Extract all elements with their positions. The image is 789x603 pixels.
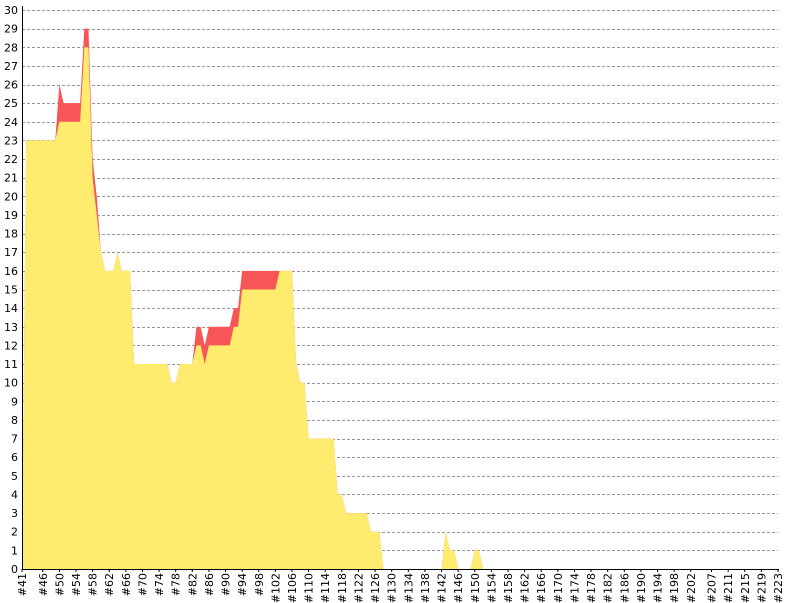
x-tick-label: #74 [153, 573, 166, 596]
y-tick-label: 28 [4, 41, 18, 54]
x-tick-label: #186 [618, 573, 631, 603]
x-tick-label: #134 [402, 573, 415, 603]
x-tick-label: #126 [369, 573, 382, 603]
y-tick-label: 5 [11, 470, 18, 483]
y-tick-label: 13 [4, 321, 18, 334]
x-tick-label: #86 [203, 573, 216, 596]
x-tick-label: #54 [70, 573, 83, 596]
y-tick-label: 12 [4, 339, 18, 352]
x-tick-label: #114 [319, 573, 332, 603]
y-tick-label: 8 [11, 414, 18, 427]
y-tick-label: 29 [4, 23, 18, 36]
y-tick-labels: 0123456789101112131415161718192021222324… [4, 4, 18, 576]
x-tick-label: #215 [739, 573, 752, 603]
x-tick-label: #174 [568, 573, 581, 603]
x-tick-label: #142 [436, 573, 449, 603]
x-tick-label: #94 [236, 573, 249, 596]
x-tick-label: #138 [419, 573, 432, 603]
y-tick-label: 18 [4, 228, 18, 241]
x-tick-label: #122 [352, 573, 365, 603]
x-tick-label: #154 [485, 573, 498, 603]
x-tick-label: #130 [386, 573, 399, 603]
y-tick-label: 21 [4, 172, 18, 185]
x-tick-label: #146 [452, 573, 465, 603]
y-tick-label: 20 [4, 190, 18, 203]
y-tick-label: 9 [11, 395, 18, 408]
y-tick-label: 4 [11, 488, 18, 501]
x-tick-label: #62 [103, 573, 116, 596]
y-tick-label: 10 [4, 377, 18, 390]
y-tick-label: 2 [11, 526, 18, 539]
grid-lines [22, 10, 778, 551]
x-tick-label: #170 [552, 573, 565, 603]
x-tick-label: #102 [269, 573, 282, 603]
x-tick-label: #90 [220, 573, 233, 596]
series-areas [22, 28, 778, 570]
y-tick-label: 30 [4, 4, 18, 17]
x-tick-label: #118 [336, 573, 349, 603]
x-tick-label: #178 [585, 573, 598, 603]
x-tick-label: #194 [652, 573, 665, 603]
x-tick-label: #202 [685, 573, 698, 603]
y-tick-label: 24 [4, 116, 18, 129]
area-series-base [22, 47, 778, 570]
x-tick-label: #166 [535, 573, 548, 603]
y-tick-label: 14 [4, 302, 18, 315]
x-tick-label: #158 [502, 573, 515, 603]
x-tick-label: #198 [668, 573, 681, 603]
x-tick-label: #46 [37, 573, 50, 596]
y-tick-label: 27 [4, 60, 18, 73]
x-tick-label: #41 [16, 573, 29, 596]
x-tick-label: #98 [253, 573, 266, 596]
y-tick-label: 16 [4, 265, 18, 278]
x-tick-label: #58 [87, 573, 100, 596]
x-tick-label: #190 [635, 573, 648, 603]
y-tick-label: 3 [11, 507, 18, 520]
x-tick-label: #223 [772, 573, 785, 603]
y-tick-label: 26 [4, 79, 18, 92]
y-tick-label: 11 [4, 358, 18, 371]
y-tick-label: 23 [4, 134, 18, 147]
y-tick-label: 22 [4, 153, 18, 166]
x-tick-label: #150 [469, 573, 482, 603]
x-tick-label: #207 [706, 573, 719, 603]
x-tick-label: #78 [170, 573, 183, 596]
x-tick-labels: #41 #46 #50 #54 #58 #62 #66 #70 #74 #78 #82 #86 #90 #… [16, 573, 785, 603]
x-tick-label: #162 [519, 573, 532, 603]
x-tick-label: #70 [136, 573, 149, 596]
y-tick-label: 25 [4, 97, 18, 110]
y-tick-label: 15 [4, 284, 18, 297]
x-tick-label: #66 [120, 573, 133, 596]
x-tick-label: #219 [755, 573, 768, 603]
y-tick-label: 6 [11, 451, 18, 464]
x-tick-label: #50 [53, 573, 66, 596]
y-tick-label: 17 [4, 246, 18, 259]
y-tick-label: 19 [4, 209, 18, 222]
x-tick-label: #106 [286, 573, 299, 603]
y-tick-label: 0 [11, 563, 18, 576]
y-tick-label: 7 [11, 433, 18, 446]
axes [21, 6, 779, 572]
x-tick-label: #110 [303, 573, 316, 603]
y-tick-label: 1 [11, 544, 18, 557]
x-tick-label: #182 [602, 573, 615, 603]
x-tick-label: #211 [722, 573, 735, 603]
x-tick-label: #82 [186, 573, 199, 596]
